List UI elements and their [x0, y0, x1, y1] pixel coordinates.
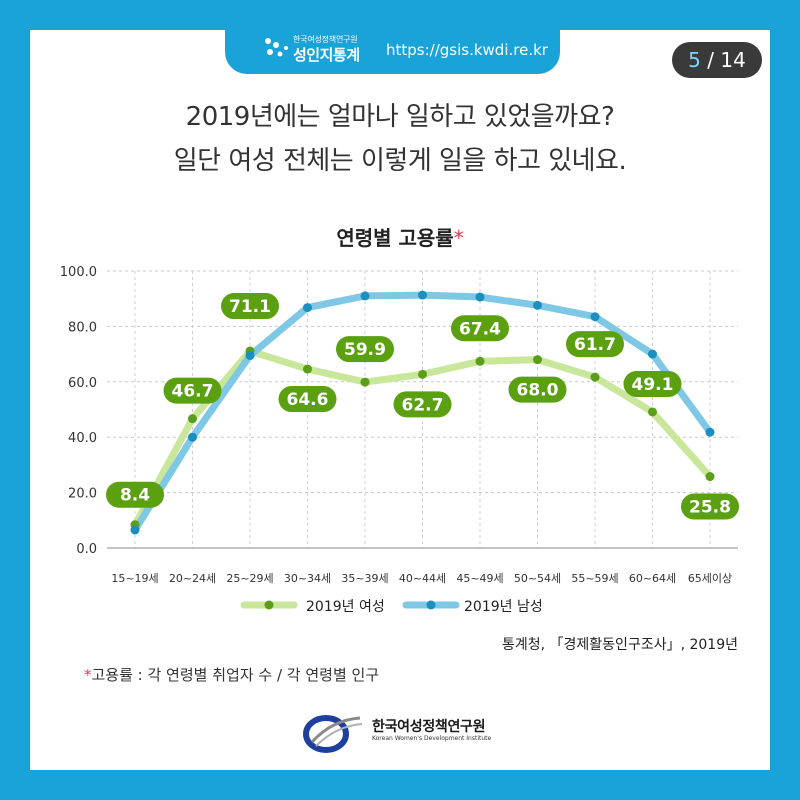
x-tick-label: 35~39세: [341, 572, 388, 585]
footer-org-name: 한국여성정책연구원: [372, 719, 486, 735]
female-data-label: 62.7: [402, 395, 444, 415]
female-data-label-bg: [393, 391, 452, 418]
footer-org-name-en: Korean Women's Development Institute: [372, 735, 492, 742]
male-data-point: [188, 432, 197, 442]
female-data-label: 46.7: [172, 382, 214, 402]
footnote-mark: *: [84, 666, 92, 684]
chart-title-mark: *: [453, 226, 464, 250]
y-tick-label: 40.0: [68, 431, 97, 446]
y-tick-label: 100.0: [60, 265, 97, 280]
legend-marker-female: [264, 600, 274, 610]
female-data-point: [360, 377, 370, 387]
page-separator: /: [700, 48, 721, 72]
female-data-label: 67.4: [459, 319, 501, 339]
y-tick-label: 20.0: [68, 487, 97, 502]
female-data-label: 25.8: [689, 498, 731, 518]
female-data-point: [188, 414, 197, 424]
x-tick-label: 55~59세: [571, 572, 618, 585]
chart-title: 연령별 고용률*: [0, 222, 800, 251]
male-data-point: [303, 303, 312, 313]
x-tick-label: 65세이상: [688, 572, 732, 585]
kwdi-logo-icon: [303, 715, 363, 753]
female-data-label: 71.1: [229, 297, 271, 317]
male-data-point: [130, 525, 140, 535]
legend-label-male: 2019년 남성: [464, 599, 543, 615]
legend-label-female: 2019년 여성: [306, 599, 385, 615]
page-indicator: 5 / 14: [672, 42, 762, 78]
x-tick-label: 40~44세: [399, 572, 446, 585]
x-tick-label: 60~64세: [629, 572, 676, 585]
header-service-name: 성인지통계: [293, 46, 360, 64]
page-total: 14: [720, 48, 746, 72]
x-tick-label: 20~24세: [169, 572, 216, 585]
female-data-label-bg: [163, 377, 222, 404]
female-data-label-bg: [106, 481, 164, 508]
dots-logo-icon: [265, 38, 288, 57]
male-data-point: [245, 350, 255, 360]
female-data-label: 8.4: [120, 486, 150, 506]
legend-marker-male: [426, 600, 436, 610]
x-tick-label: 50~54세: [514, 572, 561, 585]
male-data-point: [705, 427, 715, 437]
female-data-label-bg: [508, 376, 567, 403]
female-data-point: [590, 372, 600, 382]
female-data-label: 59.9: [344, 340, 386, 360]
male-data-point: [418, 290, 427, 300]
female-data-label-bg: [278, 386, 337, 413]
female-data-point: [303, 364, 312, 374]
x-tick-label: 15~19세: [111, 572, 158, 585]
y-tick-label: 80.0: [68, 320, 97, 335]
female-data-label-bg: [221, 293, 279, 320]
page-current: 5: [688, 48, 701, 72]
female-data-point: [475, 356, 485, 366]
female-data-label-bg: [623, 370, 682, 397]
female-data-label-bg: [451, 315, 509, 342]
x-tick-label: 25~29세: [226, 572, 273, 585]
male-data-point: [533, 300, 542, 310]
female-data-label: 68.0: [517, 381, 559, 401]
x-tick-label: 45~49세: [456, 572, 503, 585]
female-data-label-bg: [681, 493, 739, 520]
female-data-point: [418, 369, 427, 379]
x-tick-label: 30~34세: [284, 572, 331, 585]
male-data-point: [475, 292, 485, 302]
source-note: 통계청, 「경제활동인구조사」, 2019년: [502, 637, 738, 653]
headline-line-2: 일단 여성 전체는 이렇게 일을 하고 있네요.: [173, 146, 627, 176]
header-url-link[interactable]: https://gsis.kwdi.re.kr: [386, 41, 548, 59]
y-tick-label: 0.0: [76, 542, 97, 557]
female-data-label: 49.1: [632, 375, 674, 395]
female-data-label-bg: [336, 336, 394, 363]
female-data-label: 64.6: [287, 390, 329, 410]
headline-line-1: 2019년에는 얼마나 일하고 있었을까요?: [185, 102, 615, 132]
footnote: *고용률 : 각 연령별 취업자 수 / 각 연령별 인구: [84, 664, 379, 685]
y-tick-label: 60.0: [68, 376, 97, 391]
header-org-name: 한국여성정책연구원: [293, 35, 358, 44]
female-data-point: [705, 472, 715, 482]
female-data-point: [648, 407, 657, 417]
chart-title-text: 연령별 고용률: [336, 226, 454, 250]
female-data-label: 61.7: [574, 335, 616, 355]
female-data-label-bg: [566, 331, 624, 358]
footnote-text: 고용률 : 각 연령별 취업자 수 / 각 연령별 인구: [91, 666, 380, 684]
female-data-point: [533, 355, 542, 365]
male-data-point: [590, 312, 600, 322]
male-data-point: [648, 349, 657, 359]
male-data-point: [360, 291, 370, 301]
